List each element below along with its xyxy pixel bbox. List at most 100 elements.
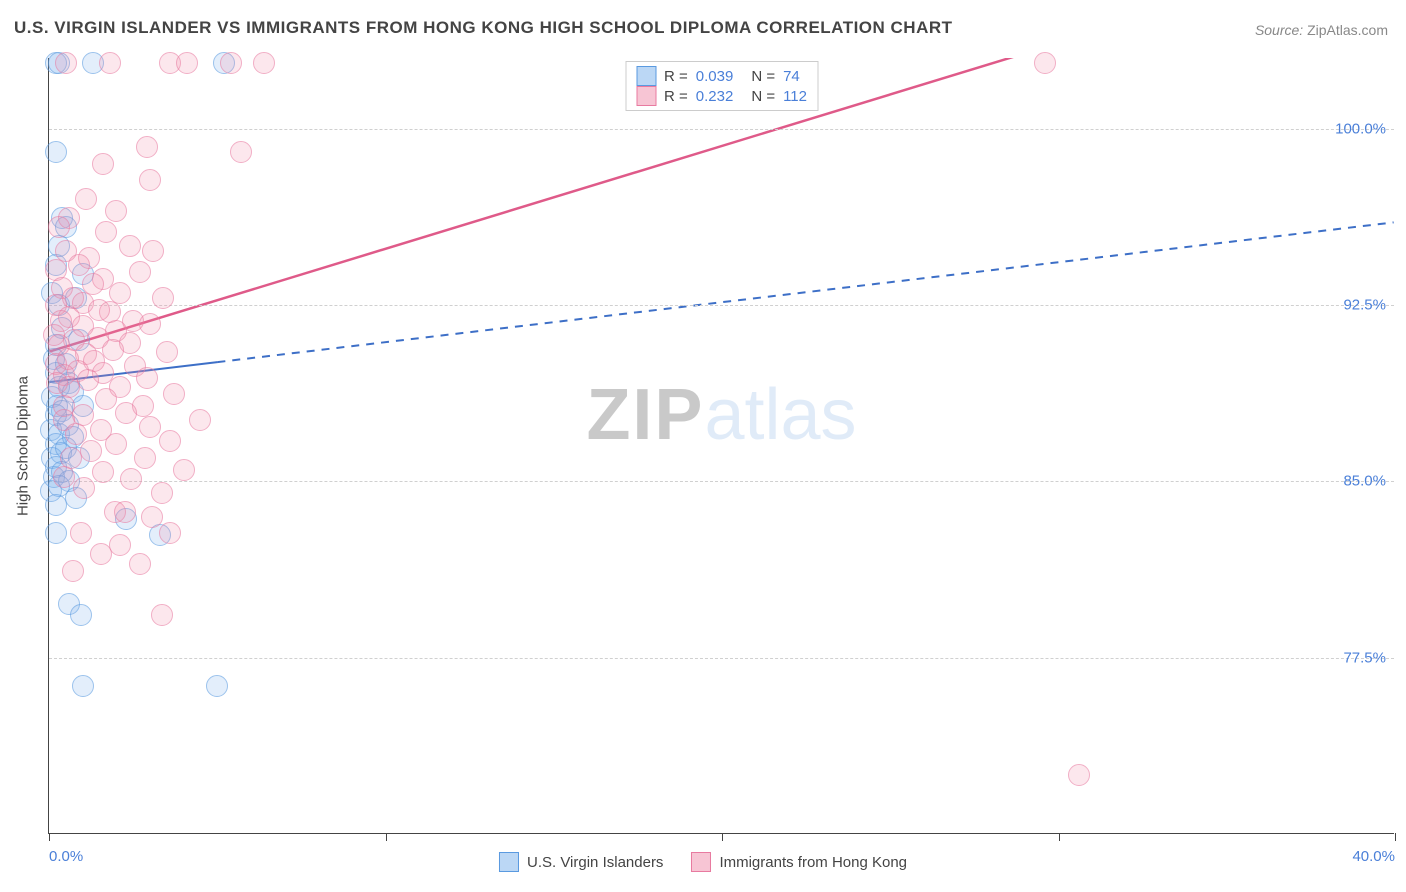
- ytick-label: 100.0%: [1335, 120, 1386, 137]
- legend-item-0: U.S. Virgin Islanders: [499, 852, 663, 872]
- scatter-point: [72, 675, 94, 697]
- gridline-h: [49, 305, 1394, 306]
- correlation-legend: R = 0.039 N = 74 R = 0.232 N = 112: [625, 61, 818, 111]
- legend-r-label-0: R =: [664, 68, 688, 85]
- series-legend: U.S. Virgin Islanders Immigrants from Ho…: [499, 852, 907, 872]
- scatter-point: [105, 200, 127, 222]
- scatter-point: [139, 169, 161, 191]
- scatter-point: [73, 477, 95, 499]
- scatter-point: [105, 433, 127, 455]
- legend-bottom-swatch-0: [499, 852, 519, 872]
- scatter-point: [45, 522, 67, 544]
- watermark-atlas: atlas: [704, 375, 856, 455]
- scatter-point: [134, 447, 156, 469]
- legend-item-1: Immigrants from Hong Kong: [691, 852, 907, 872]
- scatter-point: [151, 604, 173, 626]
- scatter-point: [62, 560, 84, 582]
- source-label: Source:: [1255, 22, 1303, 38]
- legend-r-value-1: 0.232: [696, 88, 734, 105]
- scatter-point: [88, 299, 110, 321]
- scatter-point: [45, 494, 67, 516]
- scatter-point: [55, 52, 77, 74]
- chart-title: U.S. VIRGIN ISLANDER VS IMMIGRANTS FROM …: [14, 18, 953, 38]
- xtick: [1059, 833, 1060, 841]
- legend-r-label-1: R =: [664, 88, 688, 105]
- scatter-point: [156, 341, 178, 363]
- legend-swatch-0: [636, 66, 656, 86]
- scatter-point: [120, 468, 142, 490]
- watermark: ZIPatlas: [586, 374, 856, 456]
- scatter-point: [136, 367, 158, 389]
- scatter-point: [159, 522, 181, 544]
- scatter-point: [68, 254, 90, 276]
- scatter-point: [70, 604, 92, 626]
- scatter-point: [80, 440, 102, 462]
- scatter-point: [115, 402, 137, 424]
- legend-row-1: R = 0.232 N = 112: [636, 86, 807, 106]
- scatter-point: [92, 153, 114, 175]
- ytick-label: 92.5%: [1343, 296, 1386, 313]
- legend-row-0: R = 0.039 N = 74: [636, 66, 807, 86]
- legend-n-label-0: N =: [751, 68, 775, 85]
- scatter-point: [95, 221, 117, 243]
- legend-n-value-1: 112: [783, 88, 807, 105]
- scatter-point: [142, 240, 164, 262]
- scatter-point: [114, 501, 136, 523]
- gridline-h: [49, 658, 1394, 659]
- xtick: [386, 833, 387, 841]
- scatter-point: [163, 383, 185, 405]
- watermark-zip: ZIP: [586, 375, 704, 455]
- xtick-label: 0.0%: [49, 848, 83, 865]
- scatter-point: [189, 409, 211, 431]
- plot-area: High School Diploma ZIPatlas R = 0.039 N…: [48, 58, 1394, 834]
- scatter-point: [230, 141, 252, 163]
- scatter-point: [151, 482, 173, 504]
- legend-r-value-0: 0.039: [696, 68, 734, 85]
- scatter-point: [99, 52, 121, 74]
- y-axis-label: High School Diploma: [15, 375, 32, 515]
- scatter-point: [48, 216, 70, 238]
- scatter-point: [159, 430, 181, 452]
- gridline-h: [49, 129, 1394, 130]
- scatter-point: [75, 188, 97, 210]
- trend-lines-svg: [49, 58, 1394, 833]
- scatter-point: [90, 543, 112, 565]
- scatter-point: [220, 52, 242, 74]
- xtick-label: 40.0%: [1352, 848, 1395, 865]
- scatter-point: [173, 459, 195, 481]
- scatter-point: [139, 313, 161, 335]
- scatter-point: [141, 506, 163, 528]
- scatter-point: [70, 522, 92, 544]
- legend-swatch-1: [636, 86, 656, 106]
- scatter-point: [92, 461, 114, 483]
- legend-n-value-0: 74: [783, 68, 800, 85]
- legend-bottom-swatch-1: [691, 852, 711, 872]
- legend-bottom-label-0: U.S. Virgin Islanders: [527, 854, 663, 871]
- xtick: [49, 833, 50, 841]
- scatter-point: [95, 388, 117, 410]
- xtick: [1395, 833, 1396, 841]
- scatter-point: [176, 52, 198, 74]
- ytick-label: 85.0%: [1343, 473, 1386, 490]
- scatter-point: [139, 416, 161, 438]
- source-credit: Source: ZipAtlas.com: [1255, 22, 1388, 38]
- scatter-point: [45, 141, 67, 163]
- scatter-point: [152, 287, 174, 309]
- source-value: ZipAtlas.com: [1307, 22, 1388, 38]
- gridline-h: [49, 481, 1394, 482]
- xtick: [722, 833, 723, 841]
- scatter-point: [1034, 52, 1056, 74]
- ytick-label: 77.5%: [1343, 649, 1386, 666]
- scatter-point: [53, 466, 75, 488]
- legend-n-label-1: N =: [751, 88, 775, 105]
- scatter-point: [102, 339, 124, 361]
- scatter-point: [136, 136, 158, 158]
- legend-bottom-label-1: Immigrants from Hong Kong: [719, 854, 907, 871]
- scatter-point: [253, 52, 275, 74]
- trend-line-dashed: [217, 222, 1393, 362]
- scatter-point: [119, 235, 141, 257]
- scatter-point: [129, 553, 151, 575]
- scatter-point: [1068, 764, 1090, 786]
- scatter-point: [129, 261, 151, 283]
- scatter-point: [206, 675, 228, 697]
